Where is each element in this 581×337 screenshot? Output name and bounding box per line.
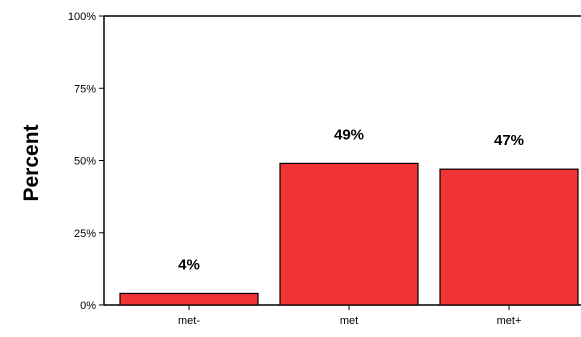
bar-met+ [439,168,579,306]
y-tick-label: 50% [74,156,96,168]
y-tick-label: 0% [80,300,96,312]
x-axis-ticks: met-met met+ [178,305,521,327]
x-tick-label: met- [178,315,200,327]
y-tick-label: 25% [74,228,96,240]
data-labels: 4% 49% 47% [178,126,524,273]
y-tick-label: 75% [74,83,96,95]
bar-met- [119,292,259,306]
data-label: 4% [178,256,200,273]
x-tick-label: met+ [497,315,522,327]
x-tick-label: met [340,315,358,327]
bar-met [279,162,419,306]
y-tick-label: 100% [68,11,96,23]
data-label: 47% [494,132,524,149]
bars [119,162,579,306]
y-axis-label: Percent [20,124,43,201]
data-label: 49% [334,126,364,143]
y-axis-ticks: 0% 25% 50% 75% 100% [68,11,104,312]
